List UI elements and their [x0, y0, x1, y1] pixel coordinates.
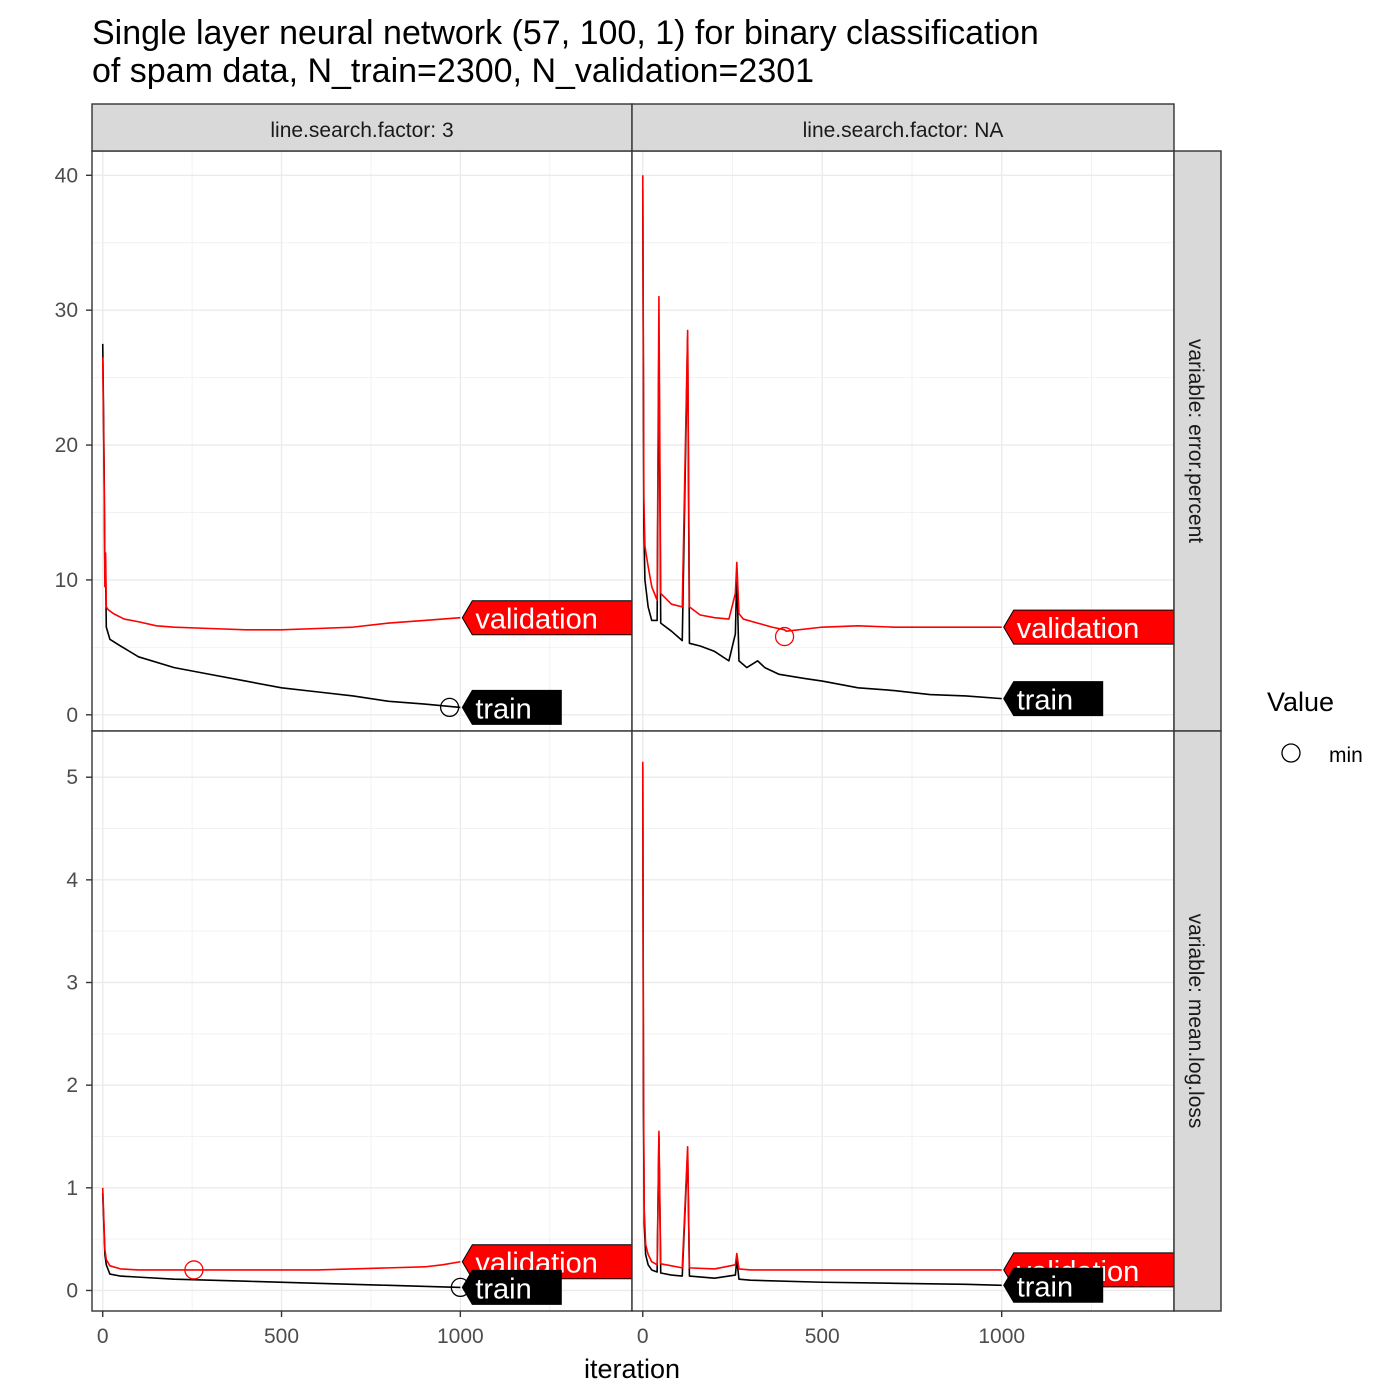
y-tick-label-error-3: 30: [55, 299, 78, 322]
strip-col-na-label: line.search.factor: NA: [803, 119, 1004, 142]
end-label-train-loss-na: train: [1017, 1271, 1073, 1303]
panel-bg-loss-na: [632, 731, 1174, 1311]
x-tick-label-na-0: 0: [637, 1325, 649, 1348]
y-tick-label-error-2: 20: [55, 434, 78, 457]
strip-row-loss: [1173, 730, 1222, 1312]
chart-title-line-1: Single layer neural network (57, 100, 1)…: [92, 14, 1039, 52]
panels-layer: validationtrainvalidationtrainvalidation…: [91, 150, 1181, 1312]
end-label-box-train-error-ls3: [461, 689, 562, 725]
series-line-validation-error-na: [641, 175, 1002, 632]
x-tick-label-ls3-1: 500: [264, 1325, 299, 1348]
panel-bg-loss-ls3: [92, 731, 632, 1311]
axes-layer: 0 10 20 30 40 0 1 2 3 4 5 0 500 1000 0 500 1000: [55, 164, 1025, 1348]
y-tick-label-error-4: 40: [55, 164, 78, 187]
end-label-validation-error-ls3: validation: [475, 604, 598, 636]
end-label-box-train-loss-na: [1003, 1267, 1104, 1303]
x-tick-label-ls3-2: 1000: [437, 1325, 484, 1348]
panel-bg-error-ls3: [92, 151, 632, 731]
y-tick-label-error-1: 10: [55, 569, 78, 592]
strip-row-error: [1173, 150, 1222, 732]
min-marker-validation-loss-ls3: [184, 1260, 204, 1280]
y-tick-label-loss-3: 3: [66, 972, 78, 995]
y-tick-label-error-0: 0: [66, 704, 78, 727]
chart-title-line-2: of spam data, N_train=2300, N_validation…: [92, 52, 814, 90]
x-axis-title: iteration: [584, 1354, 680, 1384]
panel-error-na: validation train: [631, 150, 1181, 732]
end-label-train-error-ls3: train: [475, 693, 531, 725]
x-tick-label-na-2: 1000: [978, 1325, 1025, 1348]
strip-col-na: [631, 103, 1175, 152]
series-line-validation-loss-na: [641, 761, 1002, 1271]
end-label-train-loss-ls3: train: [475, 1273, 531, 1305]
panel-error-ls3: validation train: [91, 150, 639, 732]
series-line-validation-loss-ls3: [101, 1187, 461, 1271]
strip-col-ls3-label: line.search.factor: 3: [270, 119, 453, 142]
end-label-box-train-error-na: [1003, 681, 1104, 717]
legend-min-marker: [1281, 743, 1301, 763]
x-tick-label-ls3-0: 0: [97, 1325, 109, 1348]
end-label-validation-error-na: validation: [1017, 613, 1140, 645]
legend-title: Value: [1267, 687, 1334, 717]
end-label-train-error-na: train: [1017, 685, 1073, 717]
strip-row-error-label: variable: error.percent: [1184, 339, 1207, 543]
end-label-box-train-loss-ls3: [461, 1269, 562, 1305]
y-tick-label-loss-5: 5: [66, 766, 78, 789]
min-marker-train-error-ls3: [439, 697, 460, 718]
strip-row-loss-label: variable: mean.log.loss: [1184, 914, 1207, 1129]
y-tick-label-loss-1: 1: [66, 1177, 78, 1200]
y-tick-label-loss-4: 4: [66, 869, 78, 892]
y-tick-label-loss-2: 2: [66, 1074, 78, 1097]
series-line-train-error-na: [641, 188, 1002, 700]
series-line-validation-error-ls3: [101, 357, 461, 631]
x-tick-label-na-1: 500: [805, 1325, 840, 1348]
y-tick-label-loss-0: 0: [66, 1279, 78, 1302]
min-marker-validation-error-na: [774, 626, 795, 647]
legend-min-label: min: [1329, 744, 1363, 767]
